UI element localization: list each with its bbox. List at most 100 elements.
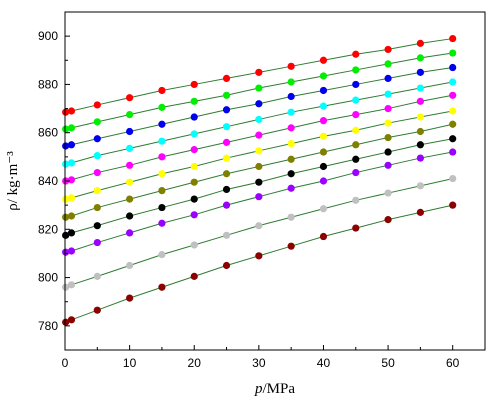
data-point bbox=[319, 56, 328, 64]
data-point bbox=[158, 219, 166, 227]
data-point bbox=[416, 141, 424, 149]
x-tick-label: 40 bbox=[317, 356, 331, 370]
data-point bbox=[384, 60, 392, 68]
data-point bbox=[62, 248, 70, 256]
series-10 bbox=[62, 174, 457, 291]
data-point bbox=[67, 107, 76, 115]
data-point bbox=[126, 111, 134, 119]
data-point bbox=[67, 316, 76, 324]
data-point bbox=[126, 212, 134, 220]
data-point bbox=[352, 155, 360, 163]
data-point bbox=[287, 78, 295, 86]
data-point bbox=[190, 146, 198, 154]
data-point bbox=[352, 196, 360, 204]
data-point bbox=[158, 187, 166, 195]
series-9 bbox=[62, 148, 457, 256]
data-point bbox=[190, 162, 198, 171]
data-point bbox=[287, 184, 295, 192]
y-tick-label: 820 bbox=[38, 222, 58, 236]
data-point bbox=[449, 120, 457, 128]
data-point bbox=[352, 96, 360, 104]
data-point bbox=[416, 54, 424, 62]
data-point bbox=[126, 195, 134, 203]
data-point bbox=[126, 127, 134, 136]
data-point bbox=[384, 189, 392, 197]
data-point bbox=[319, 72, 328, 80]
data-point bbox=[222, 91, 231, 99]
y-axis-label: ρ/ kg·m⁻³ bbox=[5, 151, 21, 211]
data-point bbox=[255, 252, 263, 260]
data-point bbox=[67, 281, 76, 289]
data-point bbox=[93, 238, 101, 247]
data-point bbox=[126, 161, 134, 169]
data-point bbox=[384, 133, 392, 142]
data-point bbox=[222, 106, 231, 114]
data-point bbox=[62, 160, 70, 168]
data-point bbox=[126, 261, 134, 270]
x-tick-label: 50 bbox=[381, 356, 395, 370]
data-point bbox=[255, 178, 263, 186]
data-point bbox=[287, 124, 295, 132]
data-point bbox=[158, 103, 166, 111]
data-point bbox=[255, 131, 263, 139]
data-point bbox=[416, 68, 424, 76]
data-point bbox=[67, 159, 76, 167]
data-point bbox=[319, 86, 328, 95]
data-point bbox=[287, 242, 295, 250]
fit-line bbox=[65, 204, 453, 323]
data-point bbox=[449, 78, 457, 86]
axes: 0 10 20 30 40 50 60 780 800 820 840 860 880 900 bbox=[38, 29, 460, 370]
data-point bbox=[287, 170, 295, 178]
fit-line bbox=[65, 110, 453, 200]
data-point bbox=[449, 34, 457, 43]
data-point bbox=[190, 178, 198, 186]
fit-line bbox=[65, 151, 453, 253]
data-point bbox=[93, 306, 101, 314]
data-point bbox=[255, 147, 263, 155]
x-tick-label: 60 bbox=[446, 356, 460, 370]
data-point bbox=[222, 170, 231, 178]
data-point bbox=[449, 107, 457, 115]
data-point bbox=[384, 104, 392, 113]
data-point bbox=[222, 154, 231, 162]
series-6 bbox=[62, 107, 457, 203]
data-point bbox=[449, 91, 457, 99]
data-point bbox=[222, 201, 231, 209]
data-point bbox=[126, 229, 134, 237]
data-point bbox=[255, 222, 263, 230]
series-7 bbox=[62, 120, 457, 221]
data-point bbox=[287, 108, 295, 116]
data-point bbox=[352, 111, 360, 119]
data-point bbox=[287, 139, 295, 148]
data-point bbox=[126, 178, 134, 186]
data-point bbox=[222, 261, 231, 270]
data-point bbox=[190, 97, 198, 105]
data-point bbox=[62, 283, 70, 291]
data-point bbox=[67, 229, 76, 237]
data-point bbox=[384, 90, 392, 98]
data-point bbox=[319, 177, 328, 185]
data-point bbox=[190, 113, 198, 121]
data-point bbox=[62, 108, 70, 116]
data-point bbox=[255, 115, 263, 124]
data-point bbox=[93, 101, 101, 109]
data-point bbox=[287, 213, 295, 221]
data-point bbox=[93, 118, 101, 126]
fit-line bbox=[65, 38, 453, 113]
fit-line bbox=[65, 178, 453, 288]
fit-line bbox=[65, 81, 453, 165]
series-11 bbox=[62, 201, 457, 326]
data-point bbox=[352, 141, 360, 149]
data-point bbox=[416, 127, 424, 136]
data-point bbox=[384, 161, 392, 169]
data-point bbox=[190, 130, 198, 138]
data-point bbox=[67, 247, 76, 255]
data-point bbox=[190, 195, 198, 203]
data-point bbox=[158, 137, 166, 145]
data-point bbox=[416, 208, 424, 216]
data-point bbox=[190, 241, 198, 249]
data-point bbox=[255, 100, 263, 108]
data-point bbox=[384, 74, 392, 82]
y-tick-label: 900 bbox=[38, 29, 58, 43]
data-point bbox=[190, 211, 198, 219]
